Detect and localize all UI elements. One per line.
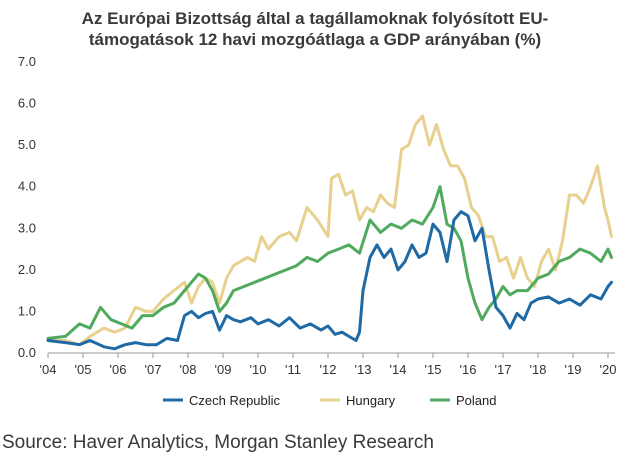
x-tick-label: '04 [40, 362, 57, 377]
x-tick-label: '09 [215, 362, 232, 377]
line-chart: 0.0 1.0 2.0 3.0 4.0 5.0 6.0 7.0 '04 '05 '06 '07 '08 '… [18, 54, 617, 408]
legend-label-hungary: Hungary [346, 393, 396, 408]
legend-label-poland: Poland [456, 393, 496, 408]
x-tick-label: '20 [600, 362, 617, 377]
series-line-hungary [46, 114, 613, 347]
y-tick-label: 3.0 [18, 220, 36, 235]
x-tick-label: '10 [250, 362, 267, 377]
y-tick-label: 4.0 [18, 179, 36, 194]
y-tick-label: 5.0 [18, 137, 36, 152]
legend-label-czech-republic: Czech Republic [189, 393, 281, 408]
series-layer [46, 114, 613, 351]
chart-axes: 0.0 1.0 2.0 3.0 4.0 5.0 6.0 7.0 '04 '05 '06 '07 '08 '… [18, 54, 617, 377]
x-tick-label: '07 [145, 362, 162, 377]
x-tick-label: '17 [495, 362, 512, 377]
x-tick-label: '19 [565, 362, 582, 377]
y-tick-label: 2.0 [18, 262, 36, 277]
x-tick-label: '14 [390, 362, 407, 377]
x-tick-label: '12 [320, 362, 337, 377]
y-tick-label: 1.0 [18, 303, 36, 318]
x-tick-label: '18 [530, 362, 547, 377]
x-tick-label: '15 [425, 362, 442, 377]
x-tick-label: '16 [460, 362, 477, 377]
x-tick-label: '05 [75, 362, 92, 377]
chart-title: Az Európai Bizottság által a tagállamokn… [81, 9, 549, 49]
y-tick-label: 7.0 [18, 54, 36, 69]
x-tick-label: '11 [285, 362, 301, 377]
x-tick-label: '06 [110, 362, 127, 377]
y-tick-label: 6.0 [18, 96, 36, 111]
y-tick-label: 0.0 [18, 345, 36, 360]
chart-legend: Czech Republic Hungary Poland [163, 393, 496, 408]
series-line-czech-republic [46, 210, 613, 351]
source-note: Source: Haver Analytics, Morgan Stanley … [2, 432, 434, 453]
x-tick-label: '13 [355, 362, 372, 377]
series-line-poland [46, 185, 613, 340]
x-tick-label: '08 [180, 362, 197, 377]
